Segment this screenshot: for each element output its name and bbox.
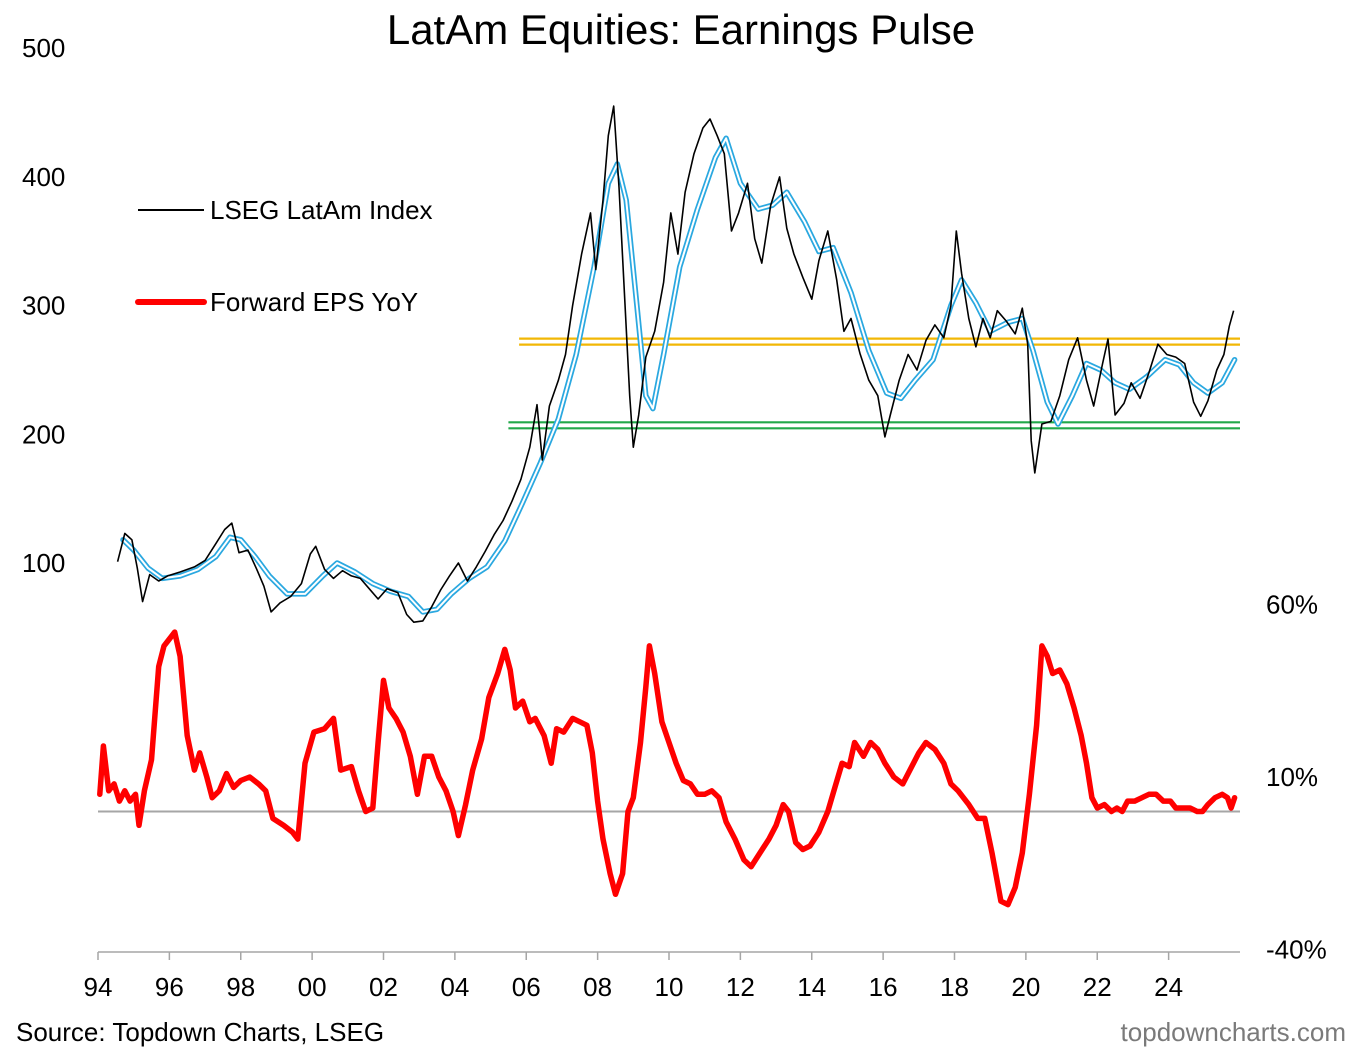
left-tick-label: 100: [22, 548, 65, 578]
x-tick-label: 12: [726, 972, 755, 1002]
right-axis-ticks: -40% 10% 60%: [1266, 590, 1327, 965]
x-tick-label: 98: [226, 972, 255, 1002]
left-tick-label: 200: [22, 419, 65, 449]
x-tick-label: 02: [369, 972, 398, 1002]
source-note: Source: Topdown Charts, LSEG: [16, 1017, 384, 1047]
legend: LSEG LatAm Index Forward EPS YoY: [135, 195, 433, 317]
legend-eps-label: Forward EPS YoY: [210, 287, 418, 317]
right-tick-label: 10%: [1266, 762, 1318, 792]
x-tick-label: 14: [797, 972, 826, 1002]
latam-index-line: [116, 105, 1235, 623]
right-tick-label: -40%: [1266, 935, 1327, 965]
series-layer: [97, 105, 1238, 908]
smoothed-index-inner: [122, 137, 1236, 613]
x-tick-label: 08: [583, 972, 612, 1002]
right-tick-label: 60%: [1266, 590, 1318, 620]
x-tick-label: 18: [940, 972, 969, 1002]
left-axis-ticks: 100 200 300 400 500: [22, 33, 65, 578]
x-tick-label: 06: [512, 972, 541, 1002]
forward-eps-yoy-line: [97, 629, 1238, 908]
x-tick-label: 94: [84, 972, 113, 1002]
legend-index-label: LSEG LatAm Index: [210, 195, 433, 225]
brand-watermark: topdowncharts.com: [1121, 1017, 1346, 1047]
chart-title: LatAm Equities: Earnings Pulse: [387, 6, 975, 53]
x-tick-label: 10: [655, 972, 684, 1002]
x-tick-label: 22: [1083, 972, 1112, 1002]
left-tick-label: 500: [22, 33, 65, 63]
left-tick-label: 300: [22, 291, 65, 321]
x-tick-label: 00: [298, 972, 327, 1002]
x-tick-label: 20: [1011, 972, 1040, 1002]
x-axis: 94 96 98 00 02 04 06 08 10 12 14 16 18 20 22 24: [84, 951, 1240, 1002]
x-tick-label: 96: [155, 972, 184, 1002]
x-tick-label: 04: [440, 972, 469, 1002]
x-tick-label: 24: [1154, 972, 1183, 1002]
left-tick-label: 400: [22, 162, 65, 192]
x-tick-label: 16: [869, 972, 898, 1002]
